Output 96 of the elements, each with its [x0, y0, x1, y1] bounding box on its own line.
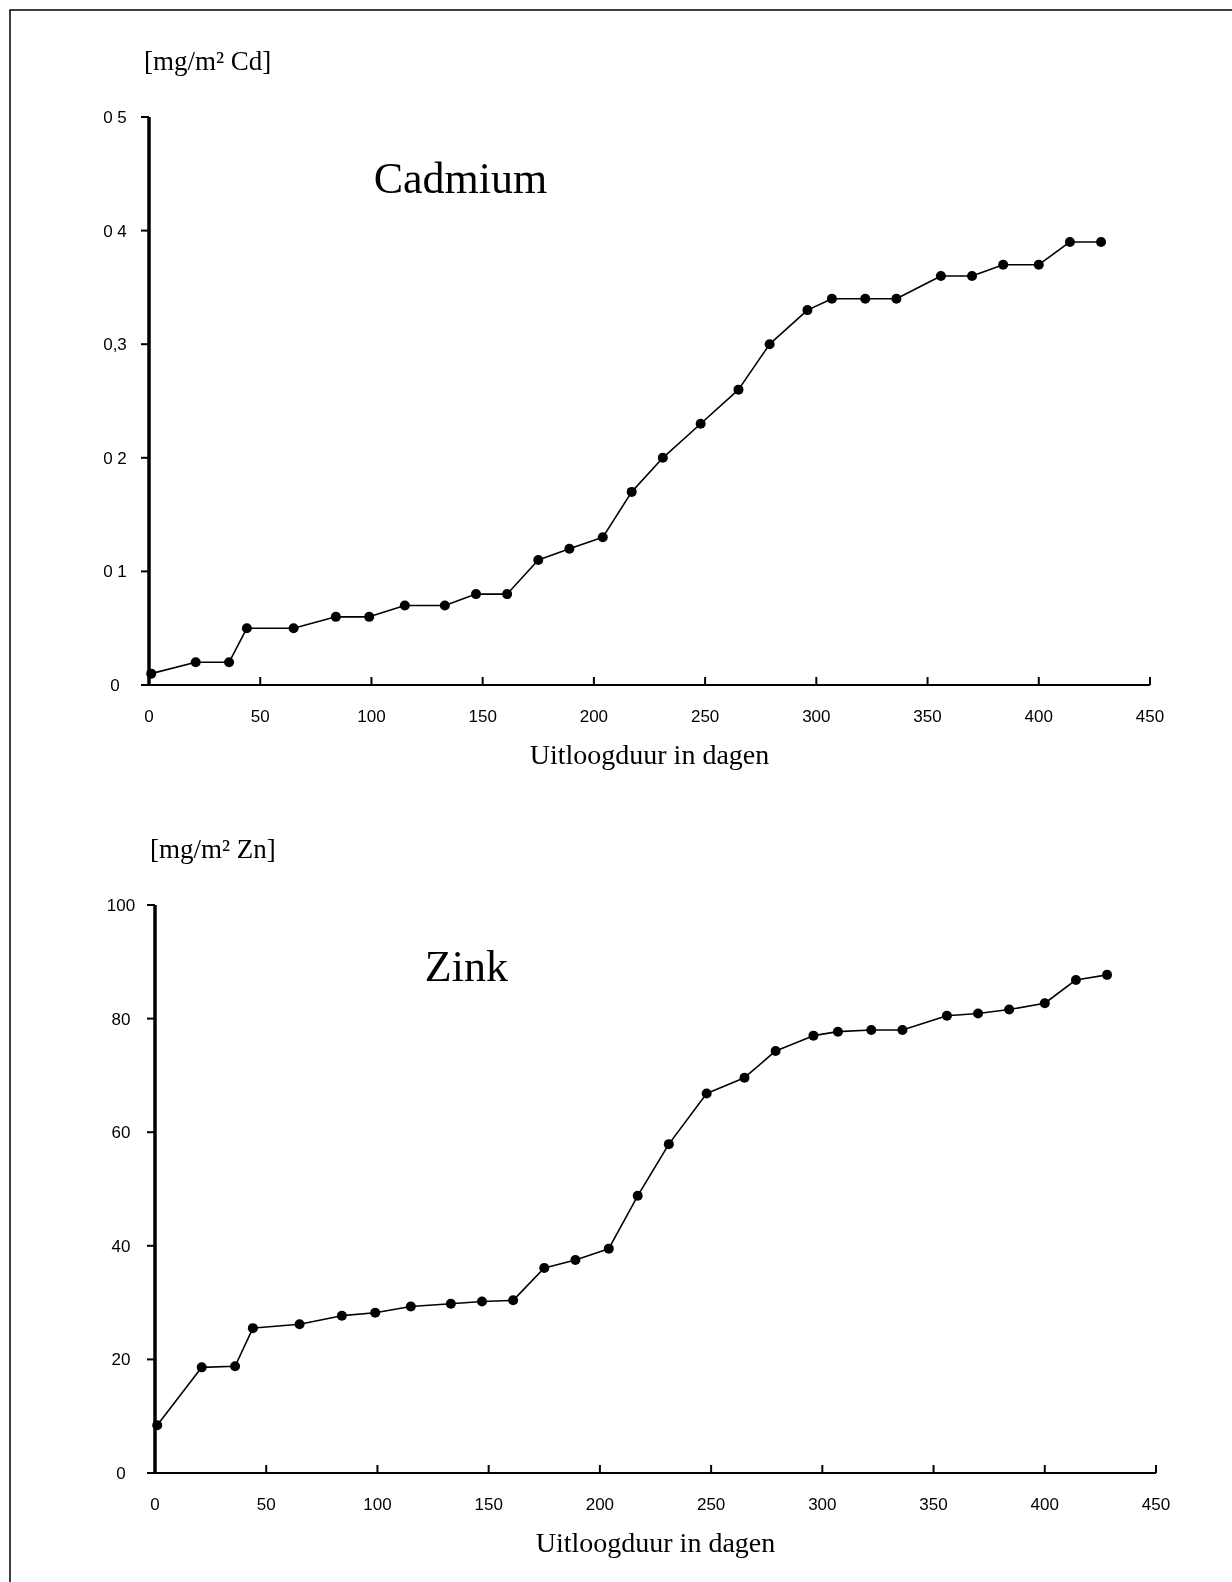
x-tick-label: 100	[357, 707, 386, 726]
point	[695, 418, 706, 429]
point	[330, 611, 341, 622]
point	[1102, 969, 1113, 980]
point	[802, 305, 813, 316]
x-tick-label: 150	[468, 707, 497, 726]
point	[399, 600, 410, 611]
y-tick-label: 0 2	[103, 448, 127, 468]
x-tick-label: 0	[144, 707, 154, 726]
point	[733, 384, 744, 395]
y-tick-label: 100	[106, 896, 136, 915]
text: Zink	[424, 942, 508, 991]
point	[370, 1307, 381, 1318]
x-tick-label: 350	[913, 707, 942, 726]
point	[897, 1024, 908, 1035]
point	[405, 1301, 416, 1312]
point	[445, 1298, 456, 1309]
x-tick-label: 250	[696, 1495, 726, 1514]
y-tick-label: 80	[111, 1009, 131, 1029]
point	[860, 293, 871, 304]
point	[770, 1045, 781, 1056]
y-tick-label: 40	[111, 1236, 131, 1256]
point	[470, 589, 481, 600]
point	[1064, 236, 1075, 247]
point	[570, 1255, 581, 1265]
point	[564, 543, 575, 554]
point	[1070, 974, 1081, 985]
point	[603, 1243, 614, 1254]
point	[146, 668, 157, 679]
x-tick-label: 450	[1135, 707, 1165, 726]
point	[935, 271, 946, 282]
point	[941, 1010, 952, 1021]
x-tick-label: 250	[690, 707, 720, 726]
x-tick-label: 0	[150, 1495, 160, 1514]
point	[224, 657, 235, 668]
x-tick-label: 100	[363, 1495, 392, 1514]
point	[891, 293, 902, 304]
x-tick-label: 400	[1030, 1495, 1059, 1514]
point	[998, 259, 1009, 270]
y-tick-label: 0 4	[103, 221, 127, 241]
point	[247, 1323, 258, 1334]
point	[336, 1310, 347, 1321]
point	[152, 1420, 163, 1431]
x-tick-label: 400	[1024, 707, 1053, 726]
x-tick-label: 200	[579, 707, 609, 726]
point	[657, 452, 668, 463]
point	[866, 1024, 877, 1035]
y-tick-label: 60	[111, 1123, 131, 1143]
point	[196, 1362, 207, 1373]
point	[1096, 236, 1107, 247]
x-axis-title: Uitloogduur in dagen	[535, 1527, 776, 1558]
point	[967, 271, 978, 282]
x-tick-label: 150	[474, 1495, 503, 1514]
point	[1004, 1004, 1015, 1015]
y-tick-label: 0 5	[103, 108, 127, 127]
point	[241, 623, 252, 634]
point	[632, 1190, 643, 1201]
point	[508, 1295, 519, 1306]
x-tick-label: 50	[256, 1495, 276, 1514]
point	[539, 1262, 550, 1273]
y-tick-label: 0	[110, 676, 120, 695]
y-tick-label: 20	[111, 1350, 131, 1370]
point	[973, 1008, 984, 1019]
x-tick-label: 350	[919, 1495, 948, 1514]
point	[502, 589, 513, 600]
x-tick-label: 300	[808, 1495, 837, 1514]
point	[1039, 998, 1050, 1009]
y-tick-label: 0 1	[103, 562, 127, 582]
y-tick-label: 0,3	[103, 335, 127, 355]
point	[739, 1072, 750, 1083]
point	[1033, 259, 1044, 270]
point	[808, 1030, 819, 1041]
point	[533, 555, 544, 566]
point	[597, 532, 608, 543]
x-tick-label: 300	[802, 707, 831, 726]
x-tick-label: 50	[250, 707, 270, 726]
point	[626, 486, 637, 497]
point	[230, 1361, 241, 1372]
point	[476, 1296, 487, 1307]
point	[294, 1319, 305, 1330]
point	[764, 339, 775, 350]
point	[364, 611, 375, 622]
point	[663, 1139, 674, 1150]
point	[439, 600, 450, 611]
x-tick-label: 450	[1141, 1495, 1171, 1514]
text: Cadmium	[373, 154, 548, 203]
y-axis-title: [mg/m² Zn]	[150, 834, 276, 864]
point	[832, 1026, 843, 1037]
x-axis-title: Uitloogduur in dagen	[529, 739, 770, 770]
point	[701, 1088, 712, 1099]
point	[190, 657, 201, 668]
point	[826, 293, 837, 304]
x-tick-label: 200	[585, 1495, 615, 1514]
y-tick-label: 0	[116, 1464, 126, 1483]
point	[288, 623, 299, 634]
y-axis-title: [mg/m² Cd]	[144, 46, 272, 76]
